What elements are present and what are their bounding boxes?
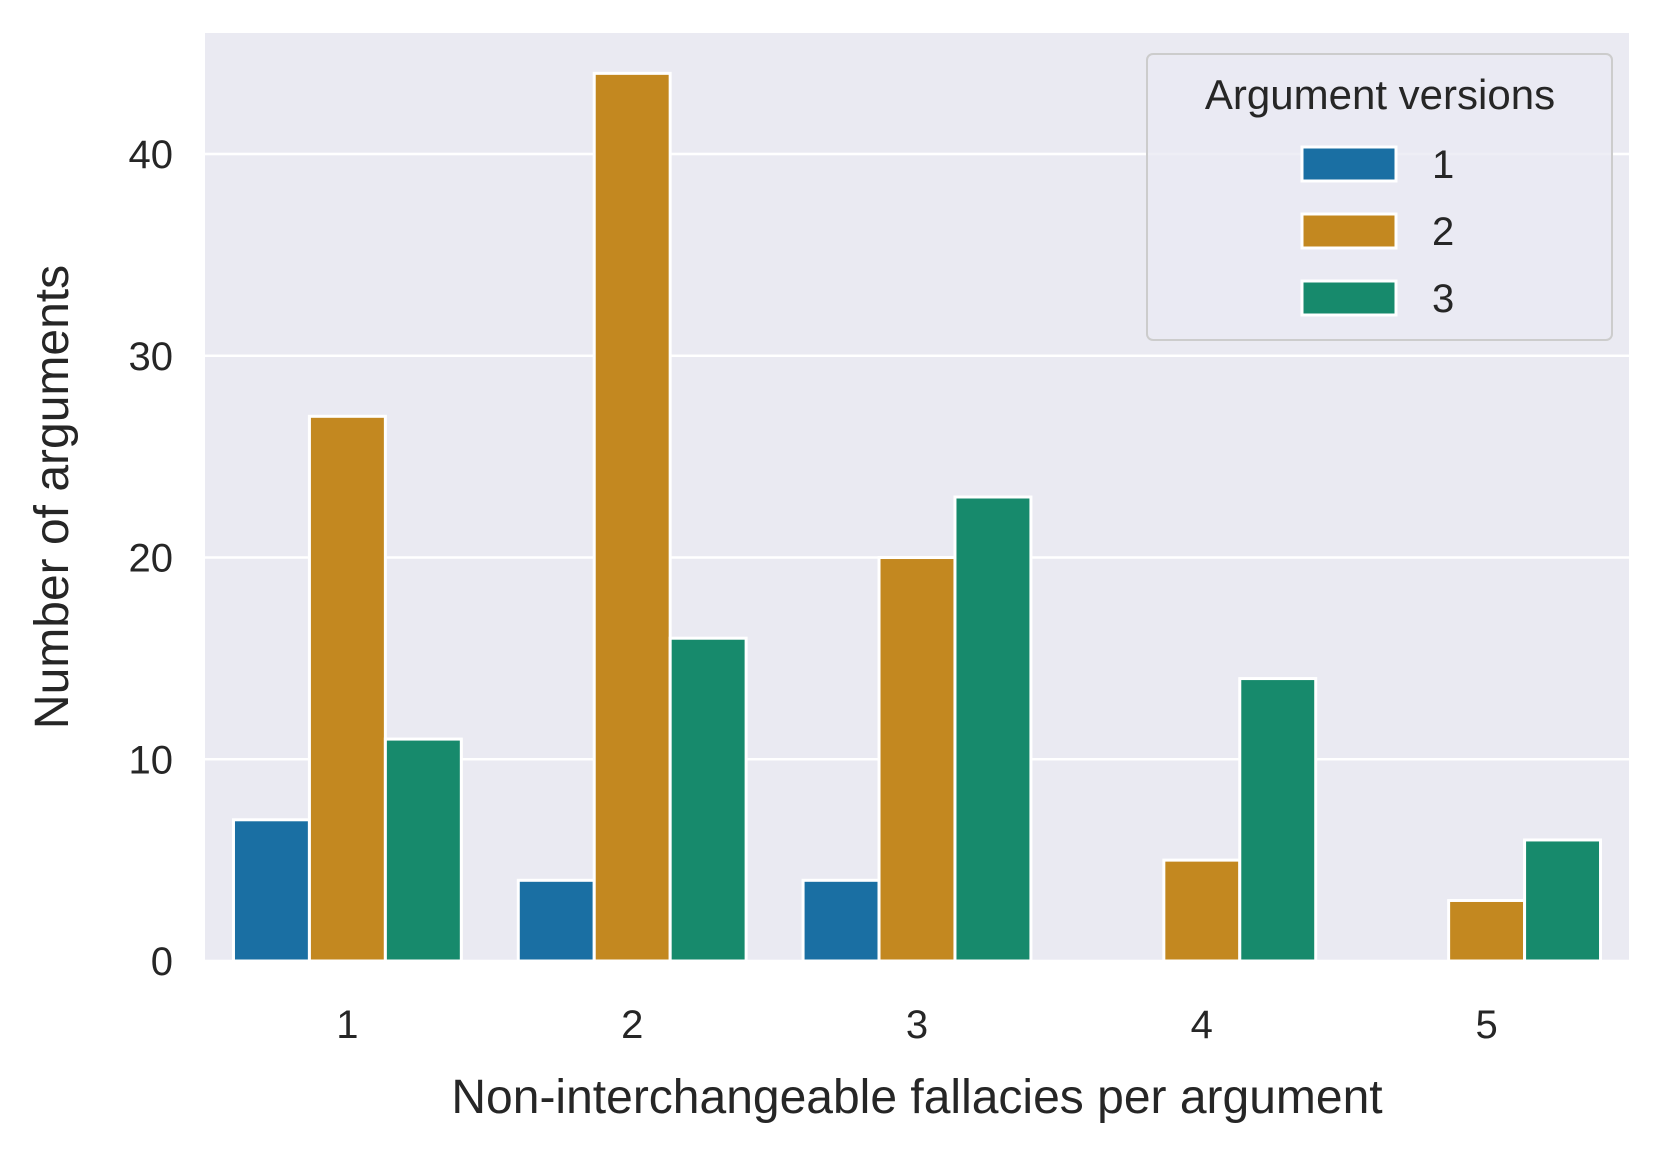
bar: [877, 556, 957, 963]
y-tick-label: 10: [129, 738, 174, 782]
y-axis-title: Number of arguments: [26, 265, 79, 729]
bar: [516, 878, 596, 963]
x-axis-title: Non-interchangeable fallacies per argume…: [451, 1071, 1382, 1124]
x-axis-tick-labels: 1 2 3 4 5: [336, 1003, 1497, 1047]
x-tick-label: 1: [336, 1003, 358, 1047]
legend-box: [1146, 53, 1613, 341]
legend-items: 1 2 3: [1300, 143, 1454, 321]
legend-swatch: [1300, 212, 1398, 250]
bar: [668, 636, 748, 963]
bar: [801, 878, 881, 963]
legend-swatch: [1300, 145, 1398, 183]
y-tick-label: 0: [151, 940, 173, 984]
legend-label: 1: [1432, 143, 1454, 187]
bar: [1447, 898, 1527, 963]
x-tick-label: 2: [621, 1003, 643, 1047]
x-tick-label: 5: [1475, 1003, 1497, 1047]
legend-label: 3: [1432, 277, 1454, 321]
legend-title: Argument versions: [1205, 71, 1555, 118]
x-tick-label: 3: [906, 1003, 928, 1047]
x-tick-label: 4: [1191, 1003, 1213, 1047]
legend-label: 2: [1432, 210, 1454, 254]
y-axis-tick-labels: 0 10 20 30 40: [129, 133, 174, 984]
y-tick-label: 30: [129, 335, 174, 379]
y-tick-label: 20: [129, 537, 174, 581]
y-tick-label: 40: [129, 133, 174, 177]
bar: [953, 495, 1033, 963]
bar: [307, 414, 387, 963]
bar: [1238, 677, 1318, 963]
bar: [231, 818, 311, 963]
bar: [1162, 858, 1242, 963]
bar: [383, 737, 463, 963]
bar: [592, 71, 672, 963]
bar: [1523, 838, 1603, 963]
legend-swatch: [1300, 279, 1398, 317]
legend: Argument versions 1 2 3: [1146, 53, 1613, 341]
bars: [231, 71, 1603, 963]
